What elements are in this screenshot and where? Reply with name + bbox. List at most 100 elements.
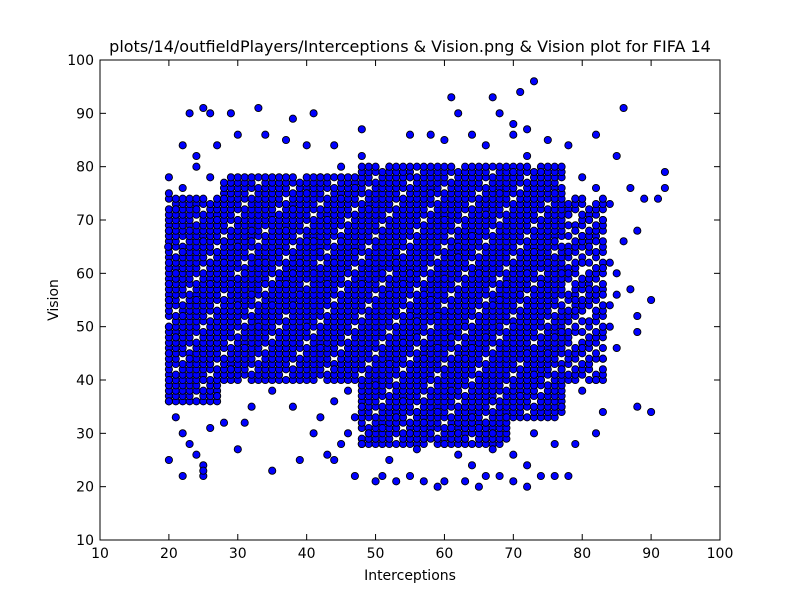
data-point <box>378 285 387 294</box>
data-point <box>481 418 490 427</box>
data-point <box>171 413 180 422</box>
data-point <box>275 210 284 219</box>
data-point <box>240 205 249 214</box>
data-point <box>571 194 580 203</box>
x-tick-label: 30 <box>229 546 247 562</box>
data-point <box>461 215 470 225</box>
data-point <box>447 93 456 102</box>
data-point <box>302 189 311 198</box>
data-point <box>571 365 580 374</box>
data-point <box>281 199 291 209</box>
data-point <box>350 210 359 219</box>
data-point <box>440 365 449 374</box>
data-point <box>461 162 470 171</box>
data-point <box>578 258 587 267</box>
data-point <box>578 173 587 182</box>
data-point <box>591 130 601 139</box>
data-point <box>529 167 539 177</box>
data-point <box>585 205 594 214</box>
data-point <box>295 290 304 299</box>
data-point <box>281 226 291 235</box>
data-point <box>516 365 525 374</box>
data-point <box>619 103 628 113</box>
points-layer <box>164 77 669 491</box>
data-point <box>529 247 539 257</box>
data-point <box>240 418 249 427</box>
data-point <box>557 365 566 374</box>
y-tick-label: 80 <box>76 160 94 176</box>
data-point <box>309 173 318 182</box>
data-point <box>247 237 256 246</box>
data-point <box>164 173 173 182</box>
data-point <box>405 359 415 369</box>
data-point <box>591 349 601 358</box>
data-point <box>233 242 242 251</box>
data-point <box>495 221 504 230</box>
data-point <box>467 130 477 139</box>
data-point <box>371 178 380 187</box>
data-point <box>502 413 511 422</box>
data-point <box>647 407 656 417</box>
data-point <box>378 269 387 278</box>
data-point <box>585 317 594 326</box>
data-point <box>323 279 332 289</box>
data-point <box>454 402 463 411</box>
data-point <box>330 242 339 251</box>
data-point <box>481 359 490 369</box>
data-point <box>440 423 449 433</box>
data-point <box>357 125 366 134</box>
data-point <box>261 279 270 289</box>
data-point <box>219 354 229 363</box>
data-point <box>226 365 235 374</box>
data-point <box>578 343 587 353</box>
data-point <box>316 322 325 331</box>
data-point <box>343 429 353 438</box>
data-point <box>192 279 201 289</box>
data-point <box>392 322 401 331</box>
data-point <box>357 375 366 385</box>
data-point <box>660 183 669 193</box>
y-tick-label: 60 <box>76 266 94 282</box>
data-point <box>461 434 470 443</box>
data-point <box>288 114 297 123</box>
data-point <box>564 199 573 209</box>
data-point <box>412 231 421 241</box>
data-point <box>392 205 401 214</box>
data-point <box>488 93 497 102</box>
data-point <box>591 375 601 385</box>
data-point <box>536 333 545 342</box>
data-point <box>461 354 470 363</box>
data-point <box>523 295 532 305</box>
data-point <box>364 429 373 438</box>
data-point <box>481 301 490 310</box>
data-point <box>364 162 373 171</box>
data-point <box>357 199 366 209</box>
data-point <box>240 343 249 353</box>
y-tick-label: 100 <box>67 53 94 69</box>
data-point <box>605 258 614 267</box>
data-point <box>454 253 463 262</box>
data-point <box>585 226 594 235</box>
data-point <box>612 343 621 353</box>
data-point <box>302 322 311 331</box>
data-point <box>474 375 483 385</box>
data-point <box>240 173 249 182</box>
data-point <box>585 333 594 342</box>
data-point <box>543 322 552 331</box>
data-point <box>495 397 504 406</box>
data-point <box>412 162 421 171</box>
data-point <box>481 242 490 251</box>
data-point <box>399 279 408 289</box>
chart-title: plots/14/outfieldPlayers/Interceptions &… <box>109 37 711 56</box>
data-point <box>543 349 552 358</box>
data-point <box>164 258 173 267</box>
data-point <box>523 461 532 470</box>
data-point <box>254 359 263 369</box>
data-point <box>206 173 215 182</box>
data-point <box>433 311 442 321</box>
data-point <box>509 322 518 331</box>
data-point <box>316 247 325 257</box>
data-point <box>426 375 435 385</box>
data-point <box>564 370 573 379</box>
data-point <box>550 311 559 321</box>
